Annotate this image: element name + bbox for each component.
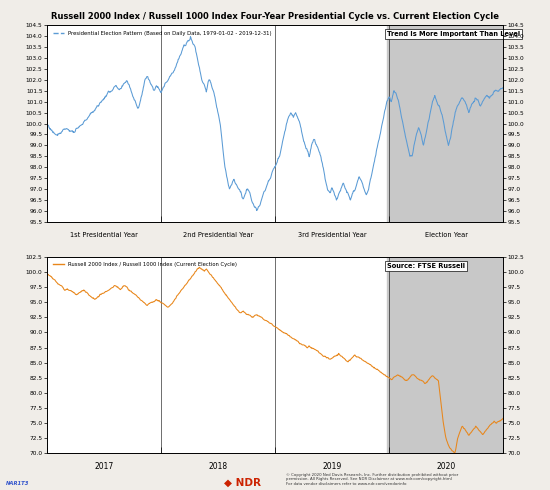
Text: ◆ NDR: ◆ NDR: [223, 478, 261, 488]
Text: 2nd Presidential Year: 2nd Presidential Year: [183, 232, 253, 239]
Text: 2018: 2018: [208, 462, 228, 471]
Text: Election Year: Election Year: [425, 232, 468, 239]
Text: 1st Presidential Year: 1st Presidential Year: [70, 232, 138, 239]
Text: 3rd Presidential Year: 3rd Presidential Year: [298, 232, 366, 239]
Legend: Presidential Election Pattern (Based on Daily Data, 1979-01-02 - 2019-12-31): Presidential Election Pattern (Based on …: [52, 29, 273, 37]
Text: Trend Is More Important Than Level: Trend Is More Important Than Level: [387, 31, 520, 37]
Text: NAR1T3: NAR1T3: [6, 481, 29, 486]
Text: © Copyright 2020 Ned Davis Research, Inc. Further distribution prohibited withou: © Copyright 2020 Ned Davis Research, Inc…: [286, 473, 458, 486]
Legend: Russell 2000 Index / Russell 1000 Index (Current Election Cycle): Russell 2000 Index / Russell 1000 Index …: [52, 261, 239, 269]
Text: 2019: 2019: [322, 462, 342, 471]
Text: 2017: 2017: [94, 462, 113, 471]
Text: Russell 2000 Index / Russell 1000 Index Four-Year Presidential Cycle vs. Current: Russell 2000 Index / Russell 1000 Index …: [51, 12, 499, 21]
Text: Source: FTSE Russell: Source: FTSE Russell: [387, 263, 465, 269]
Bar: [387, 257, 503, 453]
Bar: [387, 25, 503, 221]
Text: 2020: 2020: [437, 462, 456, 471]
